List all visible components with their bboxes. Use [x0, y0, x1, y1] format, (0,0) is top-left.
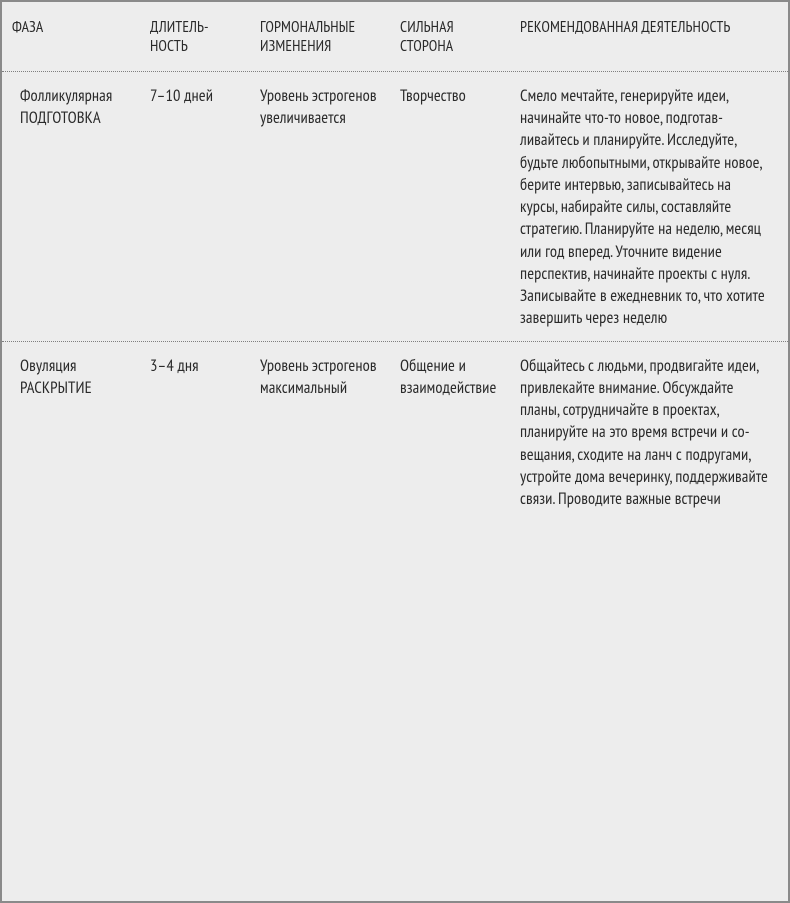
phase-title: Овуляция [20, 354, 77, 376]
strength-cell: Творчество [390, 72, 510, 341]
col-header-strength: СИЛЬНАЯ СТОРОНА [390, 2, 510, 71]
activity-cell: Смело мечтайте, генери­руйте идеи, начин… [510, 72, 788, 341]
phase-subtitle: РАСКРЫТИЕ [20, 376, 130, 398]
phase-subtitle: ПОДГОТОВКА [20, 106, 130, 128]
col-header-activity: РЕКОМЕНДОВАННАЯ ДЕЯТЕЛЬНОСТЬ [510, 2, 788, 71]
phase-cell: Фолликулярная ПОДГОТОВКА [2, 72, 140, 341]
hormones-cell: Уровень эстрогенов максимальный [250, 342, 390, 522]
hormones-cell: Уровень эстрогенов увеличивается [250, 72, 390, 341]
col-header-duration: ДЛИТЕЛЬ- НОСТЬ [140, 2, 250, 71]
activity-cell: Общайтесь с людьми, про­двигайте идеи, п… [510, 342, 788, 522]
col-header-hormones: ГОРМОНАЛЬНЫЕ ИЗМЕНЕНИЯ [250, 2, 390, 71]
phase-title: Фолликулярная [20, 84, 112, 106]
table-row: Фолликулярная ПОДГОТОВКА 7–10 дней Урове… [2, 72, 788, 342]
phase-cell: Овуляция РАСКРЫТИЕ [2, 342, 140, 522]
duration-cell: 3–4 дня [140, 342, 250, 522]
table-row: Овуляция РАСКРЫТИЕ 3–4 дня Уровень эстро… [2, 342, 788, 522]
col-header-phase: ФАЗА [2, 2, 140, 71]
table-header-row: ФАЗА ДЛИТЕЛЬ- НОСТЬ ГОРМОНАЛЬНЫЕ ИЗМЕНЕН… [2, 2, 788, 72]
strength-cell: Общение и взаимо­действие [390, 342, 510, 522]
phases-table: ФАЗА ДЛИТЕЛЬ- НОСТЬ ГОРМОНАЛЬНЫЕ ИЗМЕНЕН… [2, 2, 788, 522]
duration-cell: 7–10 дней [140, 72, 250, 341]
